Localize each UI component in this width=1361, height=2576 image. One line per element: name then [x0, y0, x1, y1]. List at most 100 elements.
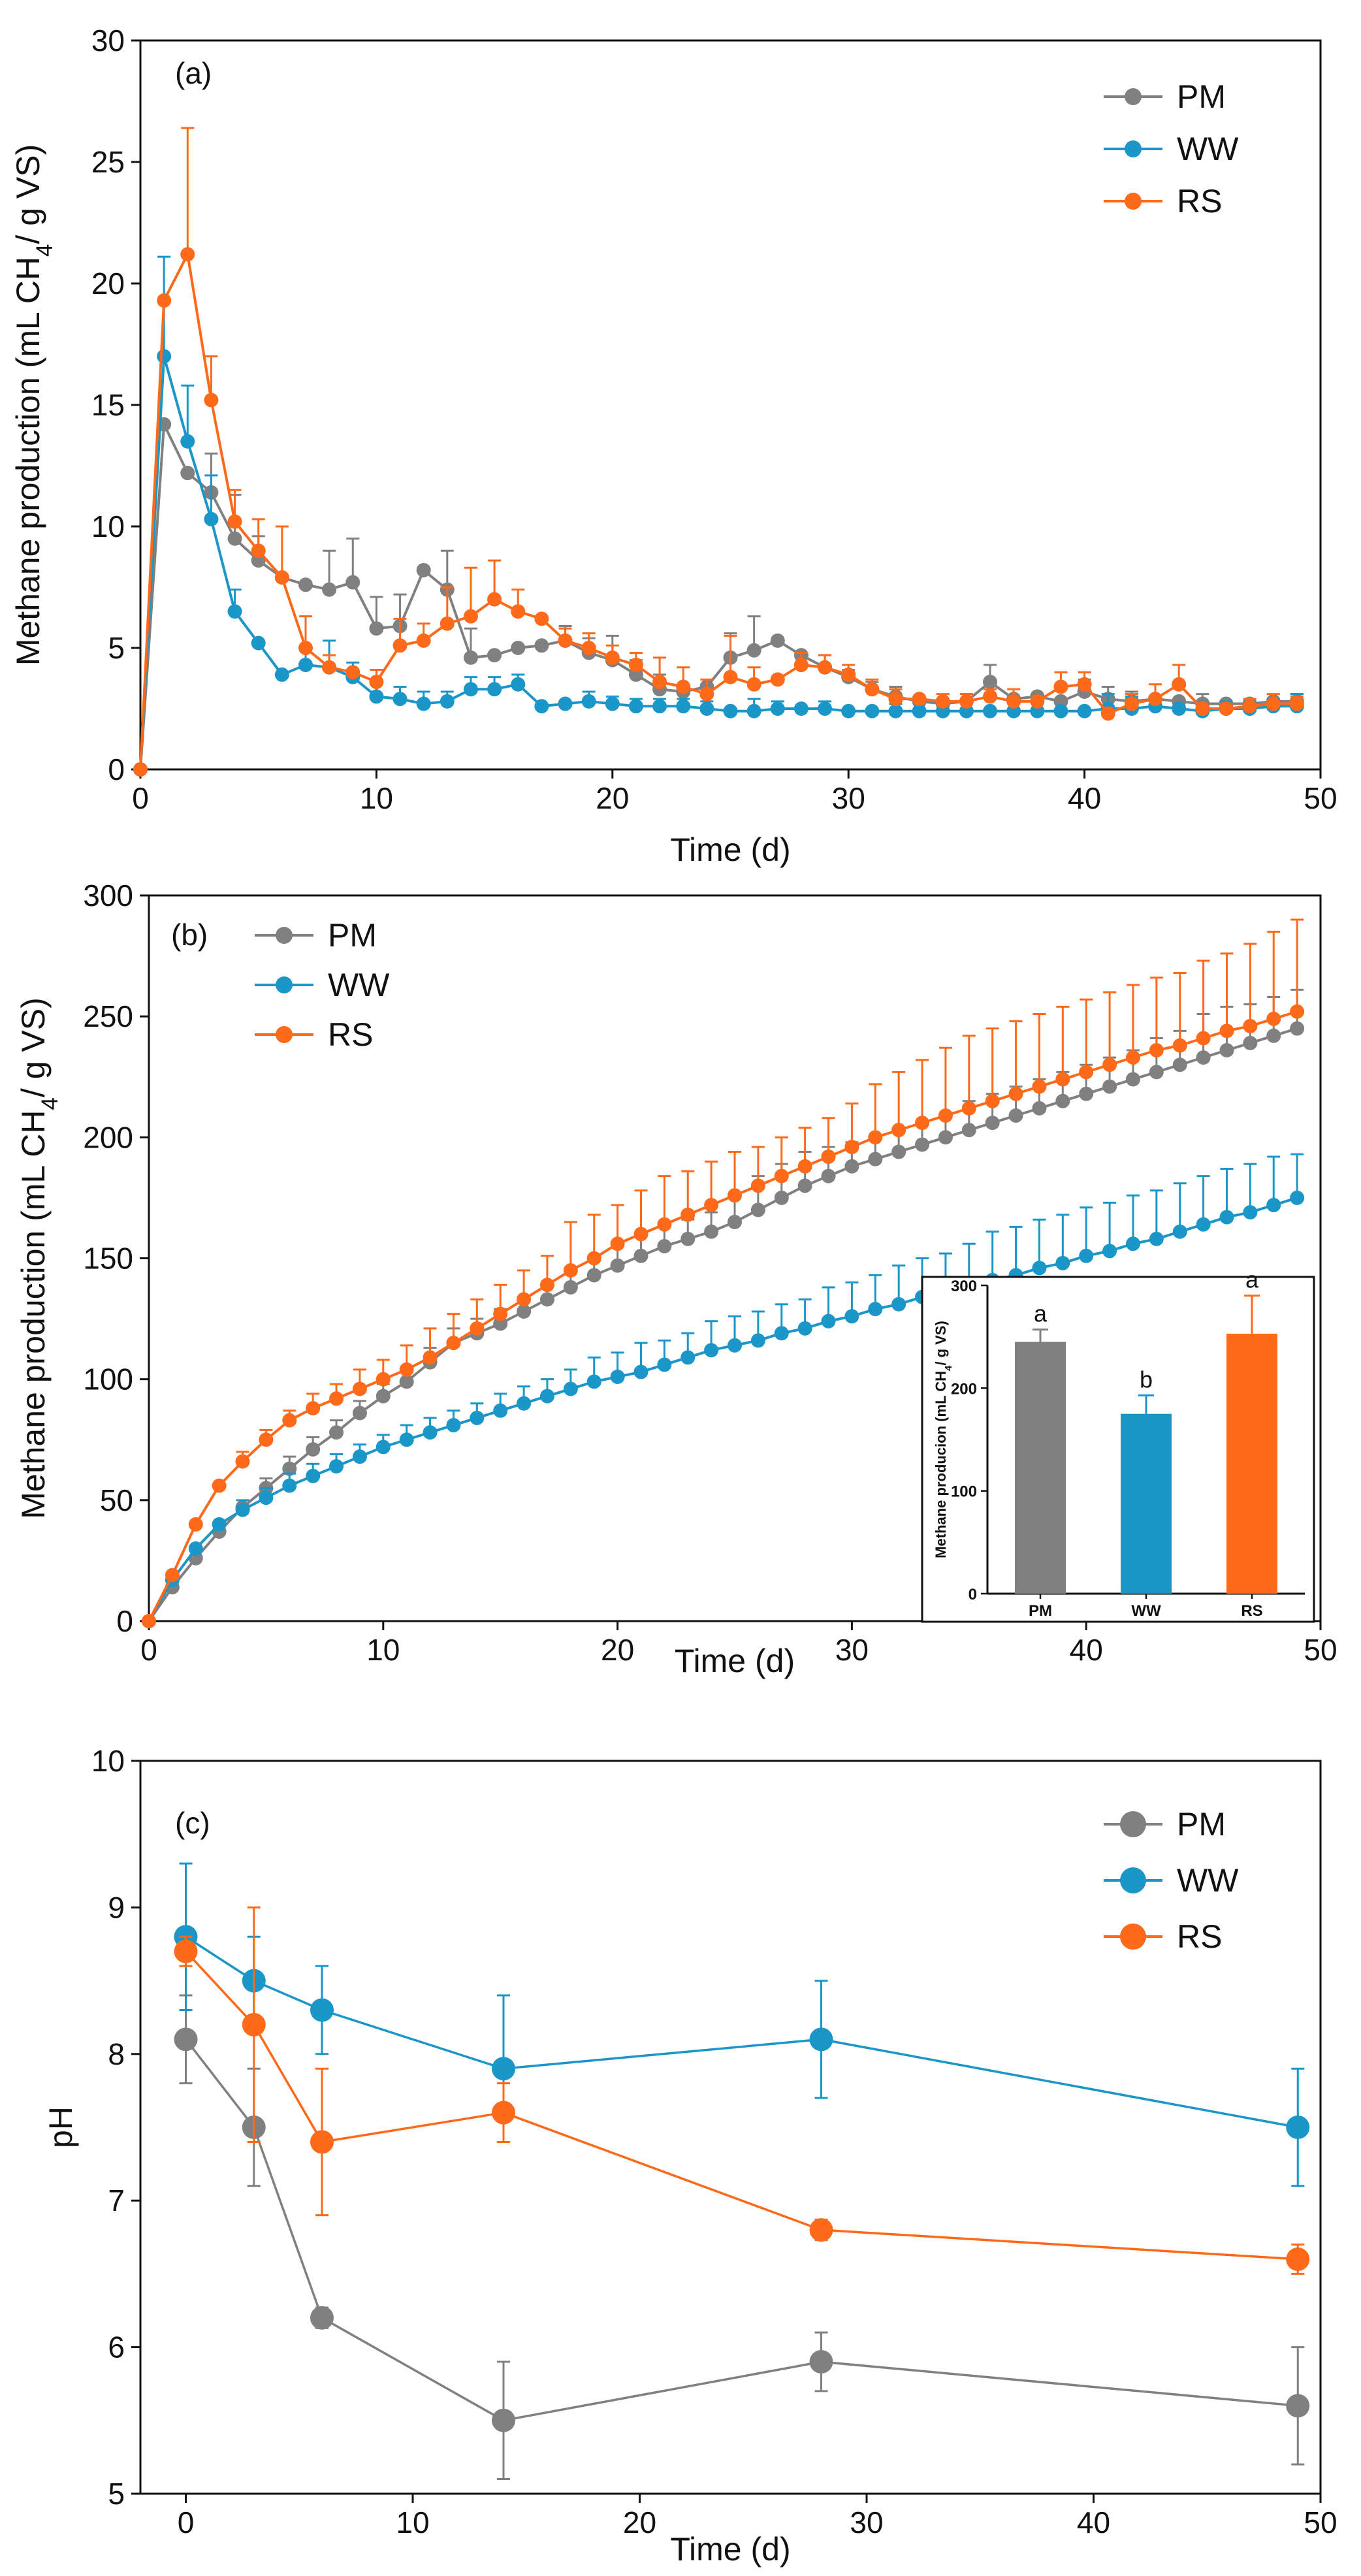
- data-point: [652, 699, 667, 714]
- x-axis-label: Time (d): [675, 1643, 795, 1679]
- data-point: [310, 2130, 334, 2154]
- data-point: [534, 611, 549, 626]
- data-point: [818, 701, 833, 716]
- data-point: [306, 1468, 321, 1483]
- x-tick-label: 50: [1304, 1633, 1337, 1667]
- y-tick-label: 300: [83, 878, 133, 912]
- data-point: [1219, 1043, 1234, 1058]
- legend-label: RS: [1177, 1918, 1222, 1955]
- legend-label: RS: [1177, 183, 1222, 219]
- y-tick-label: 10: [91, 1744, 125, 1778]
- data-point: [329, 1458, 344, 1473]
- inset-y-tick-label: 300: [951, 1278, 977, 1295]
- data-point: [1289, 696, 1304, 711]
- data-point: [723, 669, 738, 684]
- x-tick-label: 40: [1077, 2505, 1110, 2539]
- data-point: [352, 1449, 367, 1464]
- data-point: [809, 2027, 833, 2052]
- data-point: [1286, 2394, 1310, 2418]
- legend: PM WW RS: [255, 917, 390, 1053]
- inset-y-tick-label: 100: [951, 1483, 977, 1501]
- data-point: [463, 609, 478, 624]
- y-tick-label: 9: [108, 1890, 125, 1924]
- data-point: [1053, 703, 1068, 718]
- data-point: [352, 1406, 367, 1421]
- data-point: [676, 699, 691, 714]
- inset-y-axis-label-part: Methane producion (mL CH: [933, 1371, 949, 1558]
- data-point: [1102, 1079, 1117, 1094]
- data-point: [699, 686, 714, 701]
- x-tick-label: 10: [360, 781, 393, 815]
- x-tick-label: 30: [832, 781, 865, 815]
- y-tick-label: 7: [108, 2183, 125, 2217]
- inset-significance-letter: b: [1140, 1366, 1153, 1393]
- data-point: [915, 1137, 930, 1152]
- data-point: [728, 1338, 742, 1353]
- data-point: [251, 543, 266, 558]
- y-axis-label: Methane production (mL CH4/ g VS): [15, 997, 63, 1519]
- data-point: [1008, 1108, 1023, 1123]
- data-point: [298, 641, 313, 655]
- data-point: [1125, 1072, 1140, 1087]
- data-point: [376, 1372, 391, 1387]
- data-point: [212, 1478, 227, 1493]
- data-point: [251, 636, 266, 651]
- y-tick-label: 8: [108, 2037, 125, 2071]
- data-point: [1077, 677, 1092, 692]
- data-point: [274, 667, 289, 682]
- data-point: [1219, 1023, 1234, 1038]
- data-point: [517, 1396, 532, 1411]
- data-point: [633, 1248, 648, 1263]
- data-point: [1079, 1086, 1094, 1101]
- data-point: [463, 682, 478, 697]
- data-point: [581, 641, 596, 655]
- legend-marker: [1120, 1811, 1146, 1837]
- inset-x-tick-label: RS: [1241, 1602, 1262, 1620]
- data-point: [1102, 1057, 1117, 1072]
- data-point: [563, 1263, 578, 1278]
- data-point: [345, 665, 360, 680]
- data-point: [1196, 1050, 1211, 1065]
- data-point: [1266, 1028, 1281, 1043]
- data-point: [1266, 696, 1281, 711]
- x-tick-label: 50: [1304, 2505, 1337, 2539]
- data-point: [446, 1418, 461, 1433]
- data-point: [310, 2306, 334, 2330]
- legend-marker: [276, 927, 293, 944]
- y-axis-label-part: Methane production (mL CH: [15, 1110, 52, 1519]
- data-point: [423, 1425, 438, 1440]
- data-point: [841, 667, 856, 682]
- data-point: [227, 531, 242, 546]
- inset-y-axis-label-part: / g VS): [933, 1321, 949, 1365]
- data-point: [983, 675, 998, 690]
- data-point: [1006, 694, 1021, 709]
- legend-label: PM: [1177, 78, 1226, 115]
- data-point: [797, 1159, 812, 1174]
- data-point: [1149, 1231, 1164, 1246]
- x-tick-label: 10: [366, 1633, 400, 1667]
- data-point: [1290, 1021, 1305, 1036]
- data-point: [1290, 1004, 1305, 1019]
- data-point: [770, 633, 785, 648]
- data-point: [563, 1381, 578, 1396]
- data-point: [322, 582, 337, 597]
- data-point: [539, 1292, 554, 1307]
- y-tick-label: 150: [83, 1242, 133, 1276]
- data-point: [746, 643, 761, 658]
- x-tick-label: 20: [623, 2505, 656, 2539]
- data-point: [746, 677, 761, 692]
- inset-bar-PM: [1015, 1342, 1066, 1594]
- data-point: [605, 650, 620, 665]
- series-line: [139, 253, 1297, 770]
- data-point: [1053, 679, 1068, 694]
- data-point: [204, 393, 219, 408]
- legend-label: PM: [1177, 1806, 1226, 1843]
- data-point: [888, 692, 903, 707]
- data-point: [446, 1336, 461, 1351]
- data-point: [352, 1381, 367, 1396]
- data-point: [581, 694, 596, 709]
- data-point: [369, 675, 384, 690]
- data-point: [1079, 1248, 1094, 1263]
- data-point: [470, 1321, 485, 1336]
- y-tick-label: 250: [83, 999, 133, 1033]
